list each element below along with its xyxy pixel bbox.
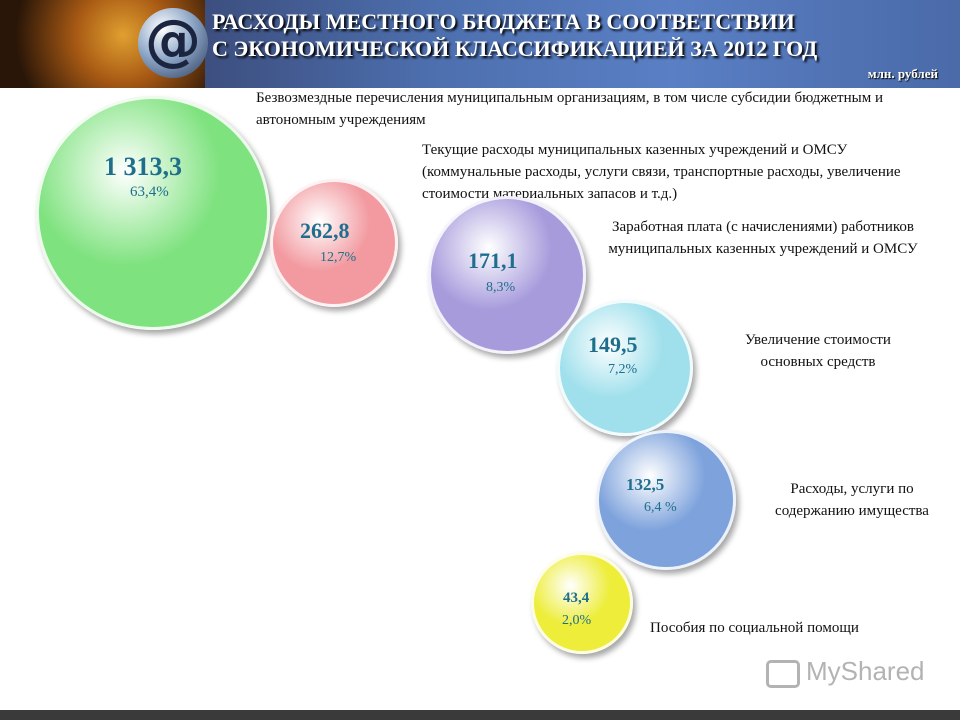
bubble-value-6: 43,4 — [563, 590, 590, 606]
bubble-percent-2: 12,7% — [320, 250, 357, 265]
bubble-percent-1: 63,4% — [130, 184, 169, 200]
bubble-3 — [428, 196, 586, 354]
bubble-percent-3: 8,3% — [486, 280, 516, 295]
bubble-percent-4: 7,2% — [608, 362, 638, 377]
watermark: MyShared — [768, 656, 925, 687]
title-line-2: С ЭКОНОМИЧЕСКОЙ КЛАССИФИКАЦИЕЙ ЗА 2012 Г… — [212, 36, 818, 61]
bubble-label-3: Заработная плата (с начислениями) работн… — [608, 219, 918, 257]
bubble-1 — [36, 96, 270, 330]
bubble-value-5: 132,5 — [626, 475, 665, 494]
bubble-2 — [270, 179, 398, 307]
bubble-label-4: Увеличение стоимости основных средств — [745, 332, 891, 370]
bubble-value-3: 171,1 — [468, 248, 518, 273]
at-sign-icon: @ — [138, 8, 208, 78]
title-line-1: РАСХОДЫ МЕСТНОГО БЮДЖЕТА В СООТВЕТСТВИИ — [212, 9, 795, 34]
bubble-value-1: 1 313,3 — [104, 152, 182, 181]
watermark-text: MyShared — [806, 656, 925, 686]
bubble-percent-5: 6,4 % — [644, 500, 677, 515]
bubble-4 — [557, 300, 693, 436]
bubble-label-5: Расходы, услуги по содержанию имущества — [775, 481, 929, 519]
unit-label: млн. рублей — [867, 66, 938, 81]
header-banner: @ РАСХОДЫ МЕСТНОГО БЮДЖЕТА В СООТВЕТСТВИ… — [0, 0, 960, 88]
footer-bar — [0, 710, 960, 720]
bubble-value-2: 262,8 — [300, 218, 350, 243]
bubble-label-2: Текущие расходы муниципальных казенных у… — [422, 142, 901, 202]
bubble-percent-6: 2,0% — [562, 613, 592, 628]
page-title: РАСХОДЫ МЕСТНОГО БЮДЖЕТА В СООТВЕТСТВИИ … — [212, 8, 817, 62]
bubble-value-4: 149,5 — [588, 332, 638, 357]
bubble-6 — [531, 552, 633, 654]
myshared-logo-icon — [766, 660, 800, 688]
bubble-label-6: Пособия по социальной помощи — [650, 620, 859, 636]
bubble-5 — [596, 430, 736, 570]
bubble-label-1: Безвозмездные перечисления муниципальным… — [256, 90, 883, 128]
